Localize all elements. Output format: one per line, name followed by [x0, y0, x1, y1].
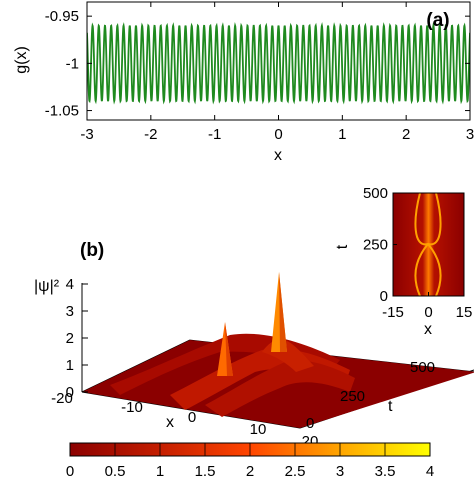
panel-a: -3 -2 -1 0 1 2 3 -0.95 -1 -1.05 (a) x g(x) — [13, 1, 474, 164]
panel-label-a: (a) — [426, 10, 449, 31]
panel-label-b: (b) — [80, 240, 104, 261]
z-tick-label: 0 — [66, 384, 74, 401]
x-tick-label: -2 — [144, 126, 157, 143]
x-tick-label: 2 — [402, 126, 410, 143]
surface-plot — [82, 272, 474, 428]
series-line — [87, 22, 470, 105]
y-tick-label: -1.05 — [45, 103, 79, 120]
colorbar-tick-label: 2.5 — [285, 463, 306, 480]
colorbar-tick-label: 1.5 — [195, 463, 216, 480]
z-tick-label: 1 — [66, 357, 74, 374]
x-tick-label-3d: 0 — [188, 409, 196, 426]
surface-peak-tall-shade — [279, 272, 287, 352]
colorbar: 0 0.5 1 1.5 2 2.5 3 3.5 4 — [66, 442, 434, 480]
t-axis-label-3d: t — [388, 398, 393, 415]
x-axis-label-3d: x — [166, 414, 174, 431]
colorbar-tick-label: 1 — [156, 463, 164, 480]
x-axis-label: x — [274, 147, 282, 164]
x-tick-label: 3 — [466, 126, 474, 143]
axis-ticks: -3 -2 -1 0 1 2 3 -0.95 -1 -1.05 — [45, 2, 474, 143]
inset-x-tick-label: 0 — [424, 304, 432, 321]
inset-y-tick-label: 0 — [380, 288, 388, 305]
z-tick-label: 3 — [66, 303, 74, 320]
y-tick-label: -1 — [66, 55, 79, 72]
inset-x-tick-label: 15 — [456, 304, 473, 321]
x-tick-label-3d: -20 — [51, 390, 73, 407]
inset-y-tick-label: 500 — [363, 185, 388, 202]
colorbar-tick-label: 2 — [246, 463, 254, 480]
colorbar-tick-label: 4 — [426, 463, 434, 480]
x-tick-label: 0 — [274, 126, 282, 143]
inset-x-label: x — [424, 321, 432, 338]
x-tick-label: -1 — [208, 126, 221, 143]
inset-x-tick-label: -15 — [382, 304, 404, 321]
x-tick-label: -3 — [80, 126, 93, 143]
surface-peak-small-shade — [225, 322, 233, 376]
surface-ridge-right — [205, 360, 355, 417]
x-tick-label-3d: 10 — [250, 421, 267, 438]
z-tick-label: 4 — [66, 276, 74, 293]
colorbar-tick-label: 3.5 — [375, 463, 396, 480]
colorbar-ticks: 0 0.5 1 1.5 2 2.5 3 3.5 4 — [66, 443, 434, 480]
colorbar-tick-label: 0.5 — [105, 463, 126, 480]
y-axis-label: g(x) — [13, 46, 30, 74]
t-tick-label-3d: 500 — [410, 359, 435, 376]
colorbar-tick-label: 3 — [336, 463, 344, 480]
x-tick-label-3d: -10 — [121, 399, 143, 416]
z-axis-label: |ψ|² — [34, 278, 60, 295]
y-tick-label: -0.95 — [45, 8, 79, 25]
z-tick-label: 2 — [66, 330, 74, 347]
inset-y-tick-label: 250 — [363, 237, 388, 254]
colorbar-tick-label: 0 — [66, 463, 74, 480]
heatmap-trace — [414, 192, 442, 297]
t-tick-label-3d: 0 — [306, 415, 314, 432]
t-tick-label-3d: 250 — [340, 388, 365, 405]
series-line-group — [87, 22, 470, 105]
inset-y-label: t — [334, 244, 351, 249]
x-tick-label: 1 — [338, 126, 346, 143]
